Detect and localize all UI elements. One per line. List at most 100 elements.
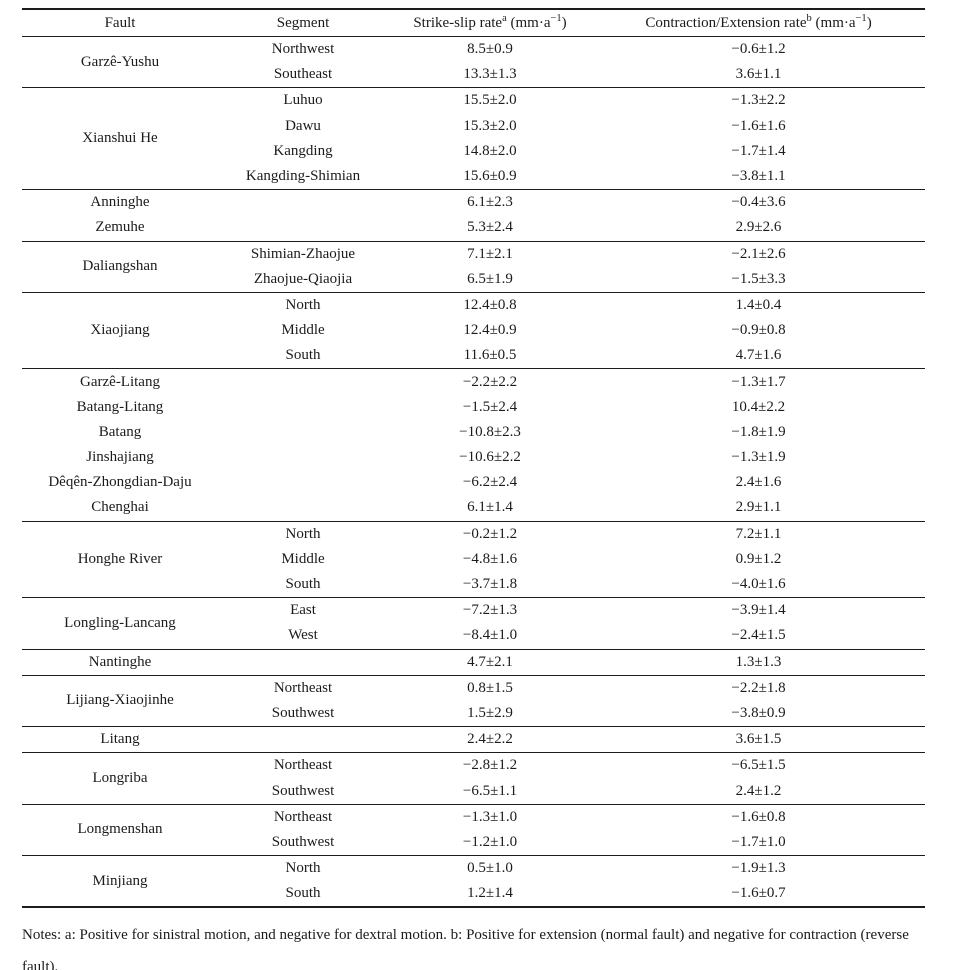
contraction-extension-cell: 1.3±1.3 bbox=[592, 648, 925, 676]
table-row: Nantinghe 4.7±2.1 1.3±1.3 bbox=[22, 648, 925, 676]
notes: Notes: a: Positive for sinistral motion,… bbox=[22, 927, 909, 970]
segment-cell: Middle bbox=[281, 550, 325, 567]
table-row: Minjiang North 0.5±1.0 −1.9±1.3 bbox=[22, 855, 925, 908]
contraction-extension-cell: −1.6±1.6 bbox=[731, 117, 786, 134]
strike-slip-cell: 12.4±0.9 bbox=[463, 322, 517, 339]
table-row: Garzê-Yushu Northwest 8.5±0.9 −0.6±1.2 bbox=[22, 35, 925, 88]
table-row: Longling-Lancang East −7.2±1.3 −3.9±1.4 bbox=[22, 597, 925, 649]
table-row: Xiaojiang North 12.4±0.8 1.4±0.4 bbox=[22, 291, 925, 369]
table-row: Dawu 15.3±2.0 −1.6±1.6 bbox=[22, 114, 925, 139]
contraction-extension-cell: −1.3±1.9 bbox=[731, 449, 786, 466]
fault-cell: Minjiang bbox=[22, 855, 218, 908]
segment-cell: West bbox=[288, 627, 318, 644]
contraction-extension-cell: −4.0±1.6 bbox=[731, 576, 786, 593]
strike-slip-cell: 14.8±2.0 bbox=[463, 142, 517, 159]
contraction-extension-cell: −1.9±1.3 bbox=[592, 855, 925, 882]
contraction-extension-cell: −0.6±1.2 bbox=[592, 36, 925, 63]
fault-cell: Xiaojiang bbox=[22, 291, 218, 369]
table-row: Honghe River North −0.2±1.2 7.2±1.1 bbox=[22, 520, 925, 598]
segment-cell bbox=[218, 368, 388, 395]
contraction-extension-cell: −3.9±1.4 bbox=[592, 597, 925, 624]
strike-slip-cell: 1.5±2.9 bbox=[467, 704, 513, 721]
table-row: Longmenshan Northeast −1.3±1.0 −1.6±0.8 bbox=[22, 803, 925, 856]
fault-cell: Honghe River bbox=[22, 520, 218, 598]
table-body: Garzê-Yushu Northwest 8.5±0.9 −0.6±1.2 South… bbox=[22, 35, 925, 908]
contraction-extension-cell: −2.1±2.6 bbox=[592, 240, 925, 267]
table-row: Longriba Northeast −2.8±1.2 −6.5±1.5 bbox=[22, 752, 925, 805]
table-row: Kangding-Shimian 15.6±0.9 −3.8±1.1 bbox=[22, 164, 925, 190]
table-row: Middle 12.4±0.9 −0.9±0.8 bbox=[22, 318, 925, 343]
table-row: Batang −10.8±2.3 −1.8±1.9 bbox=[22, 420, 925, 445]
col-header-strike-slip: Strike-slip ratea (mm·a−1) bbox=[388, 9, 592, 37]
strike-slip-header-unit-close: ) bbox=[561, 14, 567, 31]
segment-cell bbox=[218, 420, 388, 445]
table-row: Anninghe 6.1±2.3 −0.4±3.6 bbox=[22, 189, 925, 216]
segment-cell: Northeast bbox=[218, 752, 388, 779]
table-row: Xianshui He Luhuo 15.5±2.0 −1.3±2.2 bbox=[22, 87, 925, 190]
contraction-extension-cell: −1.8±1.9 bbox=[731, 423, 786, 440]
col-header-segment: Segment bbox=[218, 9, 388, 37]
strike-slip-cell: −2.8±1.2 bbox=[388, 752, 592, 779]
strike-slip-cell: −2.2±2.2 bbox=[388, 368, 592, 395]
contraction-extension-cell: 2.4±1.6 bbox=[735, 474, 782, 491]
fault-cell: Daliangshan bbox=[22, 240, 218, 293]
strike-slip-header-superscript: a bbox=[502, 12, 507, 24]
strike-slip-cell: −1.2±1.0 bbox=[462, 833, 518, 850]
segment-cell bbox=[218, 395, 388, 420]
table-row: Middle −4.8±1.6 0.9±1.2 bbox=[22, 547, 925, 572]
fault-cell: Lijiang-Xiaojinhe bbox=[22, 674, 218, 727]
contraction-header-unit: (mm·a bbox=[811, 14, 856, 31]
contraction-extension-cell: −0.4±3.6 bbox=[592, 189, 925, 216]
table-row: Southwest 1.5±2.9 −3.8±0.9 bbox=[22, 701, 925, 727]
strike-slip-cell: −4.8±1.6 bbox=[462, 550, 518, 567]
table-row: Daliangshan Shimian-Zhaojue 7.1±2.1 −2.1±2.… bbox=[22, 240, 925, 293]
col-header-contraction-extension: Contraction/Extension rateb (mm·a−1) bbox=[592, 9, 925, 37]
segment-cell: Northeast bbox=[218, 803, 388, 830]
segment-cell bbox=[218, 189, 388, 216]
table-row: Jinshajiang −10.6±2.2 −1.3±1.9 bbox=[22, 445, 925, 470]
segment-cell bbox=[218, 495, 388, 521]
fault-cell: Longling-Lancang bbox=[22, 597, 218, 649]
segment-cell: Southwest bbox=[271, 782, 335, 799]
strike-slip-cell: −1.3±1.0 bbox=[388, 803, 592, 830]
fault-cell: Chenghai bbox=[91, 499, 149, 516]
contraction-header-superscript: b bbox=[806, 12, 812, 24]
strike-slip-cell: 7.1±2.1 bbox=[388, 240, 592, 267]
strike-slip-cell: −1.5±2.4 bbox=[462, 398, 518, 415]
table-row: Zemuhe 5.3±2.4 2.9±2.6 bbox=[22, 215, 925, 241]
strike-slip-header-unit: (mm·a bbox=[506, 14, 551, 31]
segment-cell: Northwest bbox=[218, 36, 388, 63]
table-row: Kangding 14.8±2.0 −1.7±1.4 bbox=[22, 139, 925, 164]
strike-slip-cell: −0.2±1.2 bbox=[388, 520, 592, 547]
contraction-extension-cell: 3.6±1.5 bbox=[592, 726, 925, 753]
segment-cell: Shimian-Zhaojue bbox=[218, 240, 388, 267]
fault-cell: Garzê-Litang bbox=[22, 368, 218, 395]
contraction-extension-cell: −1.7±1.4 bbox=[731, 142, 786, 159]
contraction-header-label: Contraction/Extension rate bbox=[645, 14, 807, 31]
segment-cell bbox=[218, 726, 388, 753]
fault-cell: Batang-Litang bbox=[76, 398, 164, 415]
strike-slip-cell: 6.5±1.9 bbox=[467, 270, 513, 287]
contraction-extension-cell: −1.6±0.7 bbox=[731, 885, 786, 902]
contraction-extension-cell: 2.9±2.6 bbox=[735, 219, 782, 236]
strike-slip-cell: 8.5±0.9 bbox=[388, 36, 592, 63]
contraction-header-unit-exponent: −1 bbox=[855, 12, 867, 24]
strike-slip-cell: −6.5±1.1 bbox=[462, 782, 518, 799]
table-row: Southwest −6.5±1.1 2.4±1.2 bbox=[22, 778, 925, 804]
table-row: Chenghai 6.1±1.4 2.9±1.1 bbox=[22, 495, 925, 521]
strike-slip-cell: 15.3±2.0 bbox=[463, 117, 517, 134]
contraction-extension-cell: 10.4±2.2 bbox=[731, 398, 786, 415]
segment-cell: Southwest bbox=[271, 704, 335, 721]
contraction-extension-cell: 3.6±1.1 bbox=[735, 66, 782, 83]
fault-cell: Batang bbox=[98, 423, 142, 440]
table-header-row: Fault Segment Strike-slip ratea (mm·a−1)… bbox=[22, 9, 925, 37]
segment-cell: North bbox=[218, 291, 388, 319]
segment-cell bbox=[218, 470, 388, 495]
strike-slip-cell: 15.6±0.9 bbox=[463, 168, 517, 185]
strike-slip-cell: −3.7±1.8 bbox=[462, 576, 518, 593]
table-row: Southeast 13.3±1.3 3.6±1.1 bbox=[22, 62, 925, 88]
strike-slip-cell: −10.6±2.2 bbox=[459, 449, 521, 466]
contraction-extension-cell: −3.8±0.9 bbox=[731, 704, 786, 721]
strike-slip-cell: 15.5±2.0 bbox=[388, 87, 592, 114]
